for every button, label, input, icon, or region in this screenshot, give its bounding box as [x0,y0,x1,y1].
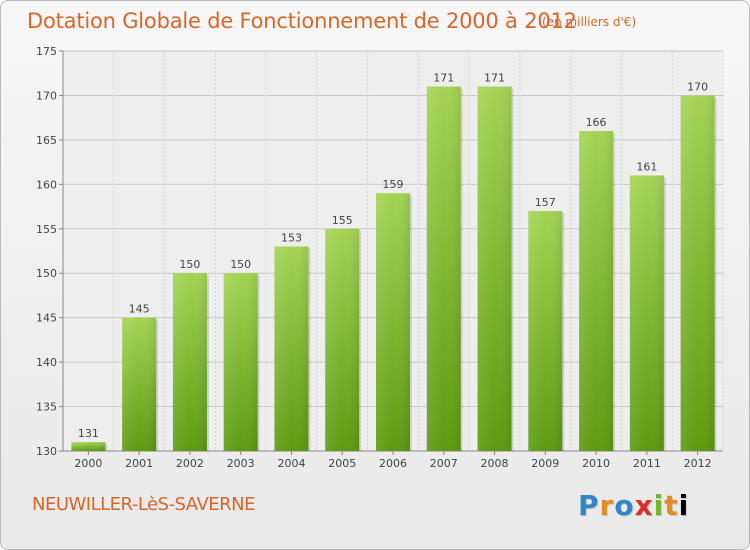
bar-highlight [680,95,715,451]
y-tick-label: 170 [36,89,57,102]
bar-highlight [71,442,106,451]
bar-value-label: 150 [179,258,200,271]
x-tick-label: 2000 [74,457,102,470]
x-tick-label: 2012 [684,457,712,470]
y-tick-label: 145 [36,312,57,325]
chart-title: Dotation Globale de Fonctionnement de 20… [27,9,577,33]
x-tick-label: 2011 [633,457,661,470]
bar-highlight [223,273,258,451]
bar-value-label: 155 [332,214,353,227]
logo-letter: i [678,489,690,522]
commune-name: NEUWILLER-LèS-SAVERNE [32,494,255,515]
bar-highlight [325,228,360,451]
logo-letter: x [634,489,654,522]
bar-value-label: 150 [230,258,251,271]
bar-highlight [172,273,207,451]
tick-labels: 130 135 140 145 150 155 160 165 170 175 2000 2001 20… [36,45,712,470]
bar-value-label: 131 [78,427,99,440]
bar-value-label: 166 [586,116,607,129]
bar-value-label: 153 [281,232,302,245]
bar-value-label: 170 [687,80,708,93]
bar-value-label: 161 [636,160,657,173]
x-tick-label: 2005 [328,457,356,470]
x-tick-label: 2003 [227,457,255,470]
bar-highlight [274,246,309,451]
bar-highlight [579,131,614,451]
bar-value-label: 171 [484,72,505,85]
y-tick-label: 160 [36,178,57,191]
y-tick-label: 175 [36,45,57,58]
logo-letter: i [653,489,665,522]
chart-subtitle: (en milliers d'€) [542,15,637,29]
logo-letter: o [614,489,635,522]
x-tick-label: 2008 [481,457,509,470]
bar-highlight [477,86,512,452]
logo-letter: P [578,489,600,522]
x-tick-label: 2010 [582,457,610,470]
value-labels: 131 145 150 150 153 155 159 171 171 157 166 161 170 [78,72,708,441]
y-tick-label: 165 [36,134,57,147]
bar-highlight [629,175,664,451]
y-tick-label: 155 [36,223,57,236]
bar-highlight [528,211,563,451]
bar-value-label: 145 [129,303,150,316]
bar-value-label: 159 [383,178,404,191]
proxiti-logo: Proxiti [578,489,689,522]
y-tick-label: 130 [36,445,57,458]
bar-highlight [122,317,157,451]
bar-highlight [376,193,410,451]
x-tick-label: 2006 [379,457,407,470]
y-tick-label: 135 [36,401,57,414]
y-tick-label: 150 [36,267,57,280]
x-tick-label: 2009 [531,457,559,470]
x-tick-label: 2004 [277,457,305,470]
bars [71,86,717,452]
bar-value-label: 157 [535,196,556,209]
x-tick-label: 2001 [125,457,153,470]
bar-value-label: 171 [433,72,454,85]
x-tick-label: 2007 [430,457,458,470]
bar-highlight [426,86,461,452]
logo-letter: r [599,489,615,522]
logo-letter: t [664,489,679,522]
y-tick-label: 140 [36,356,57,369]
x-tick-label: 2002 [176,457,204,470]
